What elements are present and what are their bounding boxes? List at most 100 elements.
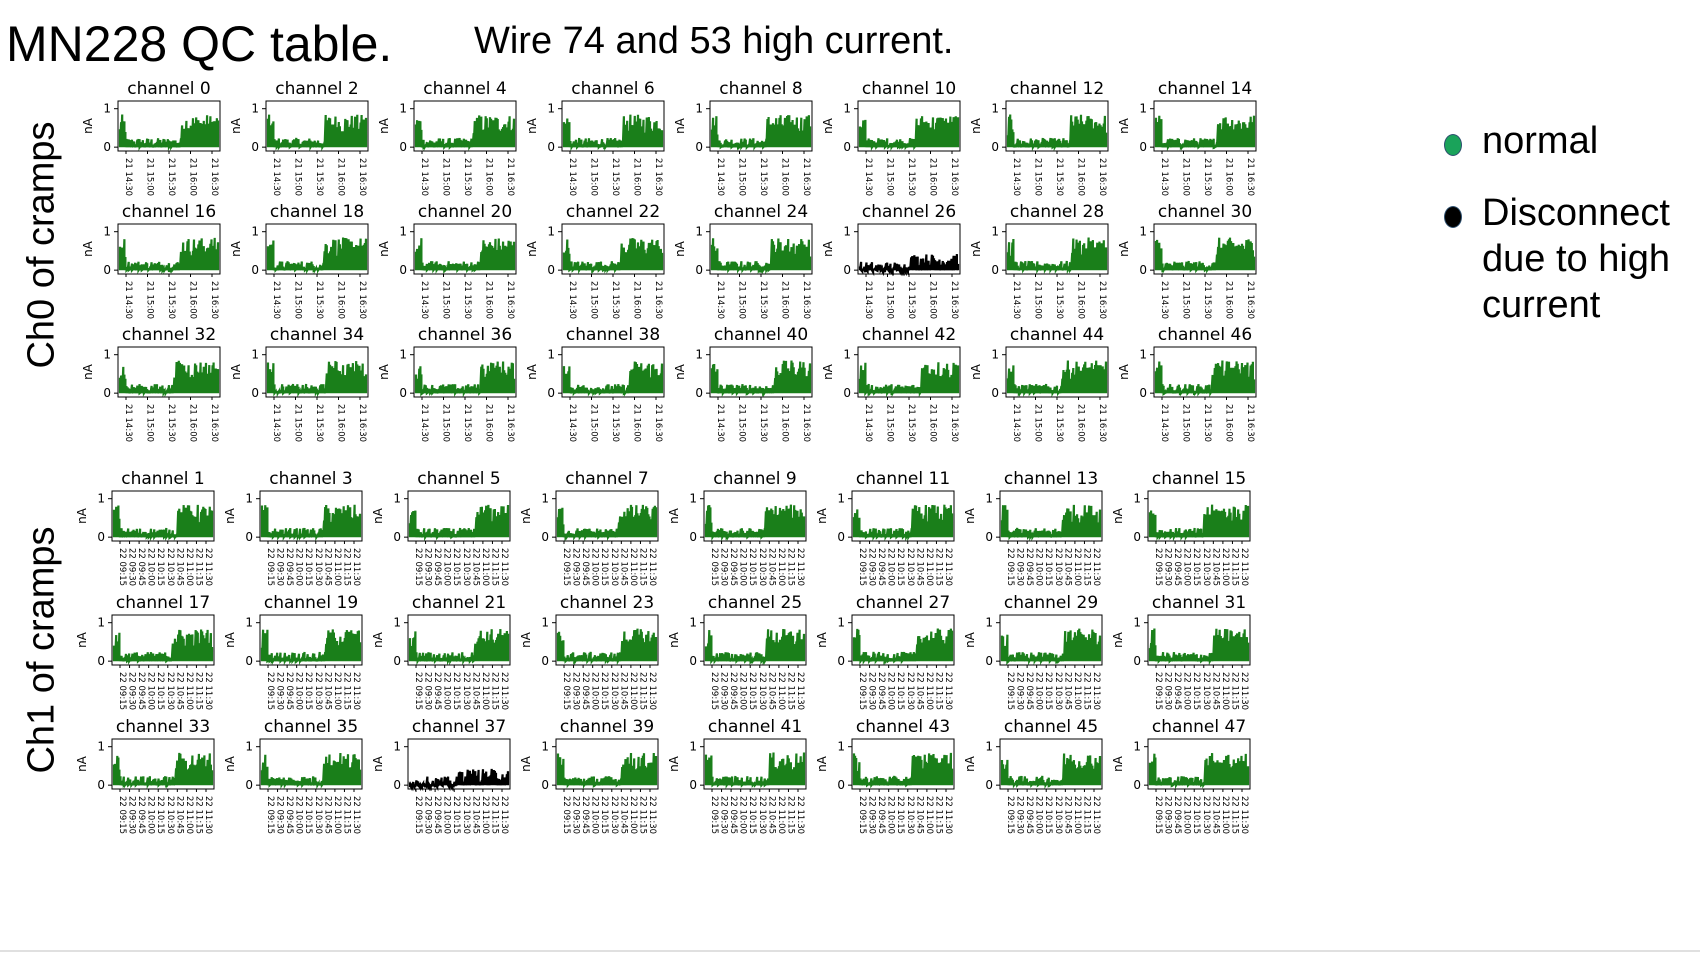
y-tick-label: 0 xyxy=(245,530,253,544)
x-tick-label: 21 16:30 xyxy=(1245,158,1255,196)
series-line xyxy=(1148,628,1250,666)
x-tick-label: 21 14:30 xyxy=(1011,404,1021,442)
series-line xyxy=(414,115,516,152)
x-tick-label: 22 10:45 xyxy=(470,796,480,834)
x-tick-label: 21 15:00 xyxy=(589,158,599,196)
x-tick-label: 21 15:30 xyxy=(1202,158,1212,196)
y-tick-label: 0 xyxy=(399,386,407,400)
chart-title: channel 40 xyxy=(714,325,808,345)
x-tick-label: 22 10:00 xyxy=(442,672,452,710)
chart-title: channel 12 xyxy=(1010,79,1104,99)
x-tick-label: 22 10:45 xyxy=(914,796,924,834)
x-tick-label: 22 10:30 xyxy=(165,548,175,586)
y-tick-label: 1 xyxy=(245,492,253,506)
series-line xyxy=(266,237,368,275)
y-axis-label: nA xyxy=(525,240,539,257)
plot-frame xyxy=(703,490,807,542)
x-tick-label: 22 10:00 xyxy=(146,548,156,586)
chart-title: channel 16 xyxy=(122,202,216,222)
x-tick-label: 22 11:00 xyxy=(480,672,490,710)
y-axis-label: nA xyxy=(81,117,95,134)
x-tick-label: 22 10:30 xyxy=(165,796,175,834)
x-tick-label: 22 10:00 xyxy=(1182,796,1192,834)
x-tick-label: 22 10:00 xyxy=(590,672,600,710)
y-axis-label: nA xyxy=(815,507,829,524)
y-axis-label: nA xyxy=(815,631,829,648)
y-axis-label: nA xyxy=(223,631,237,648)
x-tick-label: 22 11:00 xyxy=(776,796,786,834)
chart-title: channel 8 xyxy=(719,79,803,99)
x-tick-label: 22 10:30 xyxy=(1053,548,1063,586)
chart-title: channel 46 xyxy=(1158,325,1252,345)
x-tick-label: 21 16:00 xyxy=(188,158,198,196)
x-tick-label: 22 11:30 xyxy=(351,796,361,834)
y-tick-label: 0 xyxy=(245,654,253,668)
y-tick-label: 0 xyxy=(985,530,993,544)
y-tick-label: 1 xyxy=(843,348,851,362)
y-tick-label: 0 xyxy=(1133,778,1141,792)
x-tick-label: 22 09:15 xyxy=(709,548,719,586)
x-tick-label: 22 10:45 xyxy=(1062,548,1072,586)
x-tick-label: 22 10:15 xyxy=(1043,796,1053,834)
y-tick-label: 1 xyxy=(393,492,401,506)
y-tick-label: 0 xyxy=(1133,654,1141,668)
x-tick-label: 21 16:00 xyxy=(188,404,198,442)
y-tick-label: 0 xyxy=(837,654,845,668)
y-tick-label: 0 xyxy=(547,386,555,400)
x-tick-label: 22 11:30 xyxy=(351,672,361,710)
plot-frame xyxy=(407,490,511,542)
series-line xyxy=(710,115,812,151)
x-tick-label: 21 16:30 xyxy=(801,404,811,442)
x-tick-label: 22 11:15 xyxy=(637,672,647,710)
y-tick-label: 1 xyxy=(393,740,401,754)
x-tick-label: 21 16:30 xyxy=(1245,404,1255,442)
x-tick-label: 22 11:00 xyxy=(184,548,194,586)
x-tick-label: 22 09:30 xyxy=(1163,796,1173,834)
y-tick-label: 1 xyxy=(689,492,697,506)
x-tick-label: 22 10:00 xyxy=(442,796,452,834)
x-tick-label: 21 16:00 xyxy=(1224,281,1234,319)
x-tick-label: 21 14:30 xyxy=(123,158,133,196)
y-tick-label: 0 xyxy=(1139,263,1147,277)
x-tick-label: 22 09:45 xyxy=(728,672,738,710)
y-axis-label: nA xyxy=(377,240,391,257)
x-tick-label: 22 11:00 xyxy=(1072,796,1082,834)
x-tick-label: 21 15:30 xyxy=(314,158,324,196)
chart-title: channel 31 xyxy=(1152,593,1246,613)
y-axis-label: nA xyxy=(81,363,95,380)
x-tick-label: 22 09:45 xyxy=(1024,548,1034,586)
series-line xyxy=(260,752,362,790)
chart-title: channel 33 xyxy=(116,717,210,737)
x-tick-label: 22 10:15 xyxy=(895,672,905,710)
x-tick-label: 22 10:45 xyxy=(1210,548,1220,586)
x-tick-label: 22 11:30 xyxy=(1239,548,1249,586)
legend-item-normal: normal xyxy=(1440,118,1700,164)
y-axis-label: nA xyxy=(377,363,391,380)
x-tick-label: 21 14:30 xyxy=(567,404,577,442)
y-axis-label: nA xyxy=(969,363,983,380)
x-tick-label: 21 16:30 xyxy=(357,281,367,319)
x-tick-label: 22 11:00 xyxy=(776,548,786,586)
y-tick-label: 0 xyxy=(541,654,549,668)
x-tick-label: 22 11:00 xyxy=(1220,796,1230,834)
x-tick-label: 22 09:30 xyxy=(423,796,433,834)
x-tick-label: 21 15:00 xyxy=(737,158,747,196)
chart-title: channel 15 xyxy=(1152,469,1246,489)
x-tick-label: 22 11:00 xyxy=(332,548,342,586)
y-axis-label: nA xyxy=(371,755,385,772)
black-dot-icon xyxy=(1444,206,1462,228)
series-line xyxy=(852,628,954,666)
x-tick-label: 22 10:30 xyxy=(905,796,915,834)
y-tick-label: 0 xyxy=(1139,140,1147,154)
series-line xyxy=(704,752,806,789)
x-tick-label: 21 15:30 xyxy=(462,281,472,319)
x-tick-label: 22 09:30 xyxy=(1015,548,1025,586)
series-line xyxy=(112,504,214,542)
y-tick-label: 0 xyxy=(695,386,703,400)
x-tick-label: 21 16:30 xyxy=(357,158,367,196)
series-line xyxy=(414,361,516,398)
x-tick-label: 21 15:00 xyxy=(293,404,303,442)
y-axis-label: nA xyxy=(969,117,983,134)
x-tick-label: 21 15:00 xyxy=(1033,404,1043,442)
chart-title: channel 43 xyxy=(856,717,950,737)
